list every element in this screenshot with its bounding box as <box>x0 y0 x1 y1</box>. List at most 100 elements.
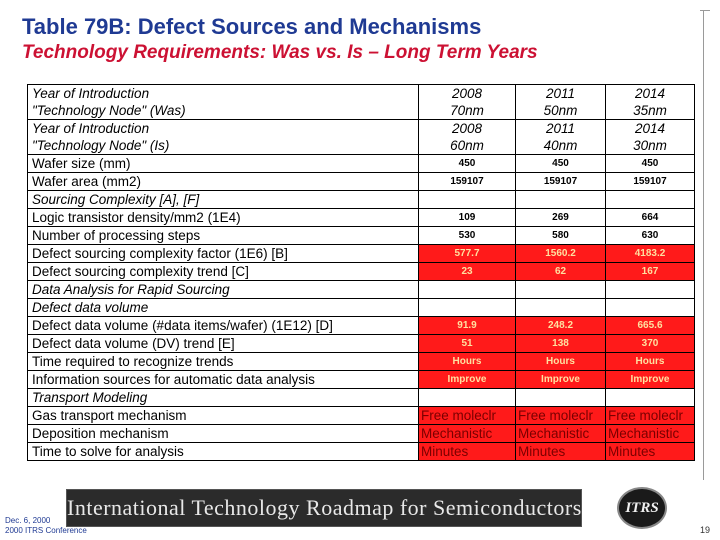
row-label: Sourcing Complexity [A], [F] <box>27 190 419 209</box>
row-label: Time to solve for analysis <box>27 442 419 461</box>
cell-value: Minutes <box>605 442 695 461</box>
table-row: Defect sourcing complexity factor (1E6) … <box>27 244 695 263</box>
cell-value: 138 <box>515 334 606 353</box>
cell-value: 2014 <box>605 84 695 102</box>
row-label: Defect sourcing complexity factor (1E6) … <box>27 244 419 263</box>
row-label: Year of Introduction <box>27 84 419 102</box>
table-row: "Technology Node" (Was) 70nm 50nm 35nm <box>27 102 695 120</box>
cell-value: Mechanistic <box>605 424 695 443</box>
cell-value: Minutes <box>515 442 606 461</box>
cell-value: 40nm <box>515 137 606 155</box>
row-label: Wafer size (mm) <box>27 154 419 173</box>
cell-value: 577.7 <box>418 244 516 263</box>
cell-value: 450 <box>515 154 606 173</box>
row-label: Transport Modeling <box>27 388 419 407</box>
row-label: Wafer area (mm2) <box>27 172 419 191</box>
cell-value: 450 <box>605 154 695 173</box>
cell-value <box>605 298 695 317</box>
cell-value <box>418 298 516 317</box>
table-row: Defect data volume <box>27 298 695 317</box>
cell-value <box>418 280 516 299</box>
cell-value: 248.2 <box>515 316 606 335</box>
cell-value: 109 <box>418 208 516 227</box>
row-label: Defect sourcing complexity trend [C] <box>27 262 419 281</box>
cell-value: 159107 <box>418 172 516 191</box>
itrs-logo: ITRS <box>617 487 667 529</box>
table-row: Number of processing steps 530 580 630 <box>27 226 695 245</box>
cell-value: Hours <box>418 352 516 371</box>
cell-value: 269 <box>515 208 606 227</box>
row-label: Information sources for automatic data a… <box>27 370 419 389</box>
cell-value <box>605 190 695 209</box>
cell-value: 159107 <box>515 172 606 191</box>
cell-value: 4183.2 <box>605 244 695 263</box>
cell-value <box>605 280 695 299</box>
cell-value <box>515 280 606 299</box>
requirements-table: Year of Introduction 2008 2011 2014 "Technol… <box>27 84 695 461</box>
row-label: Data Analysis for Rapid Sourcing <box>27 280 419 299</box>
vertical-rule <box>703 10 704 480</box>
cell-value: 665.6 <box>605 316 695 335</box>
table-row: Defect data volume (#data items/wafer) (… <box>27 316 695 335</box>
cell-value: 62 <box>515 262 606 281</box>
table-row: Year of Introduction 2008 2011 2014 <box>27 84 695 102</box>
row-label: Deposition mechanism <box>27 424 419 443</box>
cell-value: 60nm <box>418 137 516 155</box>
cell-value: 2008 <box>418 119 516 137</box>
table-row: Time to solve for analysis Minutes Minutes… <box>27 442 695 461</box>
table-row: Wafer area (mm2) 159107 159107 159107 <box>27 172 695 191</box>
cell-value: Free moleclr <box>418 406 516 425</box>
page-number: 19 <box>699 525 710 535</box>
cell-value <box>515 190 606 209</box>
table-row: Year of Introduction 2008 2011 2014 <box>27 119 695 137</box>
slide-subtitle: Technology Requirements: Was vs. Is – Lo… <box>22 42 538 63</box>
cell-value: 2014 <box>605 119 695 137</box>
table-row: Time required to recognize trends Hours Ho… <box>27 352 695 371</box>
cell-value: Hours <box>605 352 695 371</box>
cell-value: Mechanistic <box>418 424 516 443</box>
cell-value: Improve <box>515 370 606 389</box>
table-row: Logic transistor density/mm2 (1E4) 109 269… <box>27 208 695 227</box>
table-row: Transport Modeling <box>27 388 695 407</box>
table-row: "Technology Node" (Is) 60nm 40nm 30nm <box>27 137 695 155</box>
cell-value: 30nm <box>605 137 695 155</box>
logo-text: ITRS <box>625 500 659 516</box>
table-row: Wafer size (mm) 450 450 450 <box>27 154 695 173</box>
cell-value: 70nm <box>418 102 516 120</box>
table-row: Information sources for automatic data a… <box>27 370 695 389</box>
row-label: Number of processing steps <box>27 226 419 245</box>
row-label: Defect data volume (DV) trend [E] <box>27 334 419 353</box>
table-row: Defect sourcing complexity trend [C] 23 62… <box>27 262 695 281</box>
cell-value: Mechanistic <box>515 424 606 443</box>
cell-value <box>418 388 516 407</box>
itrs-banner: International Technology Roadmap for Sem… <box>66 489 582 527</box>
cell-value: 530 <box>418 226 516 245</box>
slide-title: Table 79B: Defect Sources and Mechanisms <box>22 14 482 39</box>
cell-value <box>418 190 516 209</box>
cell-value: 23 <box>418 262 516 281</box>
table-row: Gas transport mechanism Free moleclr Free … <box>27 406 695 425</box>
cell-value: 2008 <box>418 84 516 102</box>
cell-value: 35nm <box>605 102 695 120</box>
cell-value: Free moleclr <box>605 406 695 425</box>
row-label: Logic transistor density/mm2 (1E4) <box>27 208 419 227</box>
cell-value: 2011 <box>515 119 606 137</box>
row-label: Gas transport mechanism <box>27 406 419 425</box>
table-row: Sourcing Complexity [A], [F] <box>27 190 695 209</box>
cell-value: Minutes <box>418 442 516 461</box>
cell-value: 91.9 <box>418 316 516 335</box>
cell-value: Improve <box>605 370 695 389</box>
cell-value: 1560.2 <box>515 244 606 263</box>
banner-text: International Technology Roadmap for Sem… <box>67 495 582 520</box>
cell-value <box>515 298 606 317</box>
row-label: Year of Introduction <box>27 119 419 137</box>
table-row: Data Analysis for Rapid Sourcing <box>27 280 695 299</box>
cell-value: Improve <box>418 370 516 389</box>
cell-value: 370 <box>605 334 695 353</box>
row-label: "Technology Node" (Is) <box>27 137 419 155</box>
cell-value: 51 <box>418 334 516 353</box>
cell-value: Hours <box>515 352 606 371</box>
row-label: "Technology Node" (Was) <box>27 102 419 120</box>
cell-value: 630 <box>605 226 695 245</box>
cell-value: 450 <box>418 154 516 173</box>
